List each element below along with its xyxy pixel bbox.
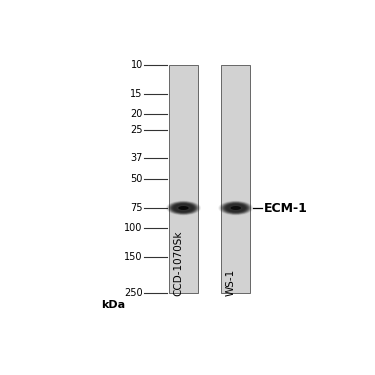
Text: 10: 10 — [130, 60, 143, 70]
Ellipse shape — [225, 204, 246, 212]
Text: 15: 15 — [130, 89, 143, 99]
Ellipse shape — [221, 202, 250, 214]
Ellipse shape — [177, 206, 190, 211]
Ellipse shape — [170, 202, 197, 214]
Ellipse shape — [228, 204, 244, 212]
Text: 50: 50 — [130, 174, 143, 184]
Text: 25: 25 — [130, 125, 143, 135]
Ellipse shape — [218, 201, 254, 216]
Ellipse shape — [174, 204, 193, 212]
Ellipse shape — [179, 206, 188, 210]
Ellipse shape — [178, 206, 189, 210]
Ellipse shape — [224, 203, 248, 213]
Text: 100: 100 — [124, 224, 143, 233]
Ellipse shape — [169, 202, 198, 214]
Ellipse shape — [224, 203, 247, 213]
Ellipse shape — [178, 206, 189, 210]
Ellipse shape — [234, 207, 238, 209]
Text: kDa: kDa — [101, 300, 125, 310]
Text: ECM-1: ECM-1 — [263, 201, 307, 214]
Ellipse shape — [182, 207, 184, 209]
Ellipse shape — [166, 201, 201, 216]
Ellipse shape — [231, 206, 241, 210]
Ellipse shape — [235, 207, 237, 209]
Ellipse shape — [167, 201, 200, 215]
Text: 150: 150 — [124, 252, 143, 262]
Ellipse shape — [175, 204, 192, 212]
Ellipse shape — [226, 204, 245, 212]
Ellipse shape — [173, 204, 194, 212]
Ellipse shape — [230, 206, 242, 211]
Text: WS-1: WS-1 — [226, 269, 236, 296]
Ellipse shape — [180, 207, 187, 209]
Ellipse shape — [182, 207, 186, 209]
Text: 75: 75 — [130, 203, 143, 213]
Bar — [221, 65, 251, 293]
Ellipse shape — [172, 203, 195, 213]
Ellipse shape — [232, 206, 240, 210]
Ellipse shape — [219, 201, 252, 215]
Bar — [169, 65, 198, 293]
Ellipse shape — [176, 205, 191, 211]
Ellipse shape — [220, 201, 251, 214]
Ellipse shape — [222, 202, 249, 214]
Ellipse shape — [228, 205, 243, 211]
Text: 250: 250 — [124, 288, 143, 298]
Text: 20: 20 — [130, 110, 143, 119]
Text: CCD-1070Sk: CCD-1070Sk — [174, 231, 183, 296]
Text: 37: 37 — [130, 153, 143, 163]
Ellipse shape — [168, 201, 199, 214]
Ellipse shape — [232, 207, 239, 209]
Ellipse shape — [231, 206, 241, 210]
Ellipse shape — [171, 203, 196, 213]
